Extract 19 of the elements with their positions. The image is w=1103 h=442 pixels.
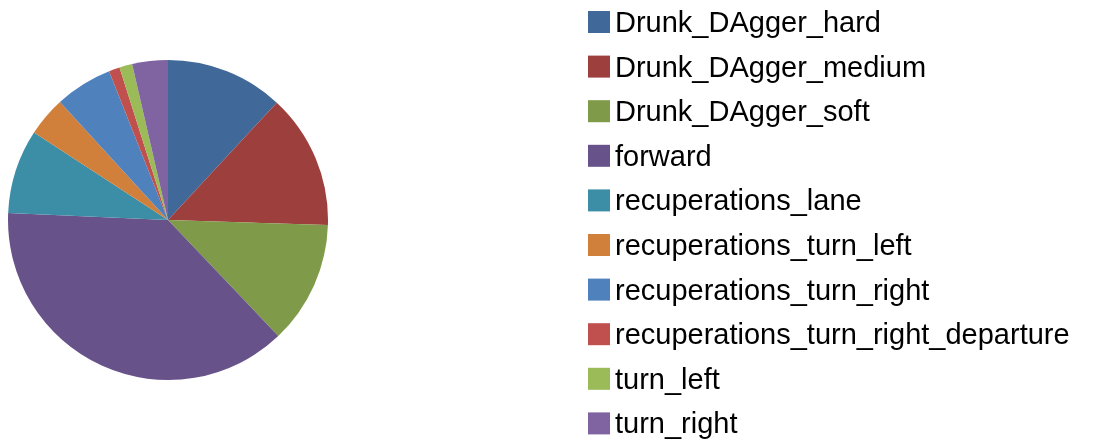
legend-label: Drunk_DAgger_medium [615,50,927,83]
pie-slice [34,102,168,220]
legend-label: recuperations_turn_right_departure [615,318,1070,351]
legend-label: recuperations_turn_left [615,229,912,261]
pie-slice [8,212,279,380]
legend-label: recuperations_turn_right [615,273,930,306]
legend-label: turn_right [615,407,738,440]
pie-slice [168,102,328,226]
legend-label: Drunk_DAgger_soft [615,95,870,128]
pie-slice [132,60,168,220]
pie-slice [109,67,168,220]
pie-slice [168,220,328,336]
legend-label: turn_left [615,362,720,395]
legend-label: Drunk_DAgger_hard [615,6,881,38]
legend-label: forward [615,139,712,172]
pie-slice [59,71,168,220]
pie-slice [168,60,277,220]
pie-slice [8,132,168,220]
legend-label: recuperations_lane [615,184,862,217]
